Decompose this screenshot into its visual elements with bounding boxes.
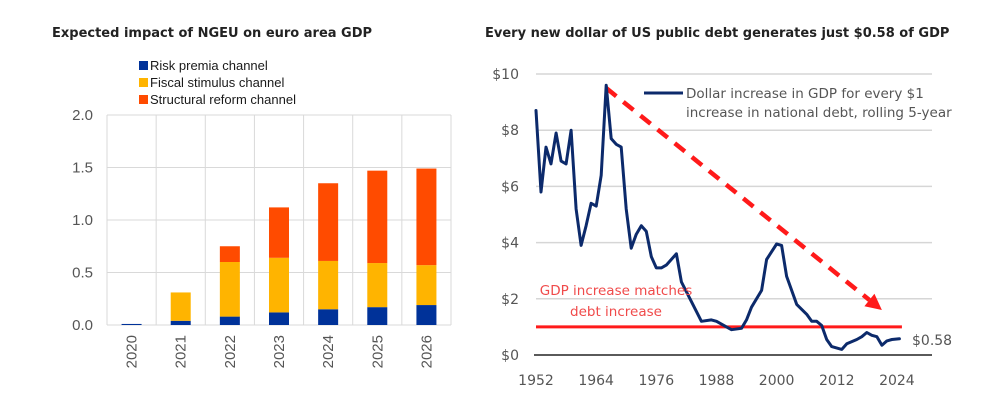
right-x-tick-label: 1964 <box>578 373 614 389</box>
bar-segment-structural-reform <box>318 183 339 261</box>
right-legend: Dollar increase in GDP for every $1 incr… <box>644 86 952 121</box>
bar-segment-fiscal-stimulus <box>318 260 339 310</box>
right-series <box>534 83 901 351</box>
right-y-tick-label: $0 <box>501 348 519 364</box>
bar-segment-fiscal-stimulus <box>269 257 289 313</box>
right-y-axis: $0 $2 $4 $6 $8 $10 <box>492 67 519 364</box>
left-y-tick-label: 2.0 <box>72 107 93 124</box>
bar-segment-risk-premia <box>367 307 388 325</box>
end-value-label: $0.58 <box>912 333 952 349</box>
legend-label: Structural reform channel <box>150 92 296 107</box>
bar-segment-fiscal-stimulus <box>219 262 240 317</box>
legend-swatch <box>139 61 148 70</box>
left-bars <box>121 168 437 325</box>
left-x-tick-label: 2020 <box>124 335 141 368</box>
right-y-tick-label: $2 <box>501 292 519 308</box>
left-grid <box>106 114 452 326</box>
left-y-tick-label: 0.5 <box>72 265 93 282</box>
legend-label: Fiscal stimulus channel <box>150 75 284 90</box>
left-x-axis: 2020 2021 2022 2023 2024 2025 2026 <box>124 335 436 368</box>
bar-segment-structural-reform <box>367 170 388 264</box>
gdp-per-debt-dollar-line <box>534 83 901 351</box>
left-legend: Risk premia channel Fiscal stimulus chann… <box>139 58 296 107</box>
left-y-tick-label: 0.0 <box>72 317 93 334</box>
left-y-axis: 0.0 0.5 1.0 1.5 2.0 <box>72 107 93 334</box>
bar-segment-risk-premia <box>318 309 339 325</box>
right-y-tick-label: $10 <box>492 67 519 83</box>
left-chart-title: Expected impact of NGEU on euro area GDP <box>52 26 372 41</box>
right-x-tick-label: 1976 <box>638 373 674 389</box>
trend-arrow-group <box>604 86 882 311</box>
bar-segment-structural-reform <box>269 207 289 258</box>
right-x-tick-label: 1988 <box>699 373 735 389</box>
right-x-axis: 1952 1964 1976 1988 2000 2012 2024 <box>518 373 915 389</box>
legend-text-line1: Dollar increase in GDP for every $1 <box>686 86 924 102</box>
bar-segment-risk-premia <box>170 320 191 325</box>
ngeu-impact-chart: Expected impact of NGEU on euro area GDP… <box>52 26 452 368</box>
right-x-tick-label: 2000 <box>759 373 795 389</box>
right-y-tick-label: $6 <box>501 179 519 195</box>
left-x-tick-label: 2022 <box>222 335 239 368</box>
reference-label-line1: GDP increase matches <box>540 283 693 299</box>
bar-segment-fiscal-stimulus <box>416 265 437 306</box>
right-y-tick-label: $8 <box>501 123 519 139</box>
left-y-tick-label: 1.5 <box>72 160 93 177</box>
bar-segment-structural-reform <box>219 246 240 262</box>
left-x-tick-label: 2026 <box>418 335 435 368</box>
bar-segment-risk-premia <box>121 323 142 325</box>
left-x-tick-label: 2025 <box>369 335 386 368</box>
bar-segment-risk-premia <box>269 312 289 325</box>
trend-arrow-shaft <box>604 86 871 302</box>
left-x-tick-label: 2024 <box>320 335 337 368</box>
bar-segment-structural-reform <box>416 168 437 266</box>
bar-segment-fiscal-stimulus <box>367 263 388 308</box>
right-y-tick-label: $4 <box>501 236 519 252</box>
us-debt-gdp-chart: Every new dollar of US public debt gener… <box>485 26 952 389</box>
bar-segment-risk-premia <box>416 305 437 325</box>
legend-swatch <box>139 78 148 87</box>
legend-label: Risk premia channel <box>150 58 268 73</box>
left-y-tick-label: 1.0 <box>72 212 93 229</box>
legend-text-line2: increase in national debt, rolling 5-yea… <box>686 105 952 121</box>
legend-swatch <box>139 95 148 104</box>
right-x-tick-label: 2012 <box>819 373 855 389</box>
left-x-tick-label: 2021 <box>173 335 190 368</box>
reference-label-line2: debt increase <box>570 304 662 320</box>
right-x-tick-label: 2024 <box>879 373 915 389</box>
right-chart-title: Every new dollar of US public debt gener… <box>485 26 949 41</box>
trend-arrow-head <box>864 293 882 311</box>
bar-segment-fiscal-stimulus <box>170 292 191 321</box>
right-x-tick-label: 1952 <box>518 373 554 389</box>
left-x-tick-label: 2023 <box>271 335 288 368</box>
bar-segment-risk-premia <box>219 316 240 325</box>
